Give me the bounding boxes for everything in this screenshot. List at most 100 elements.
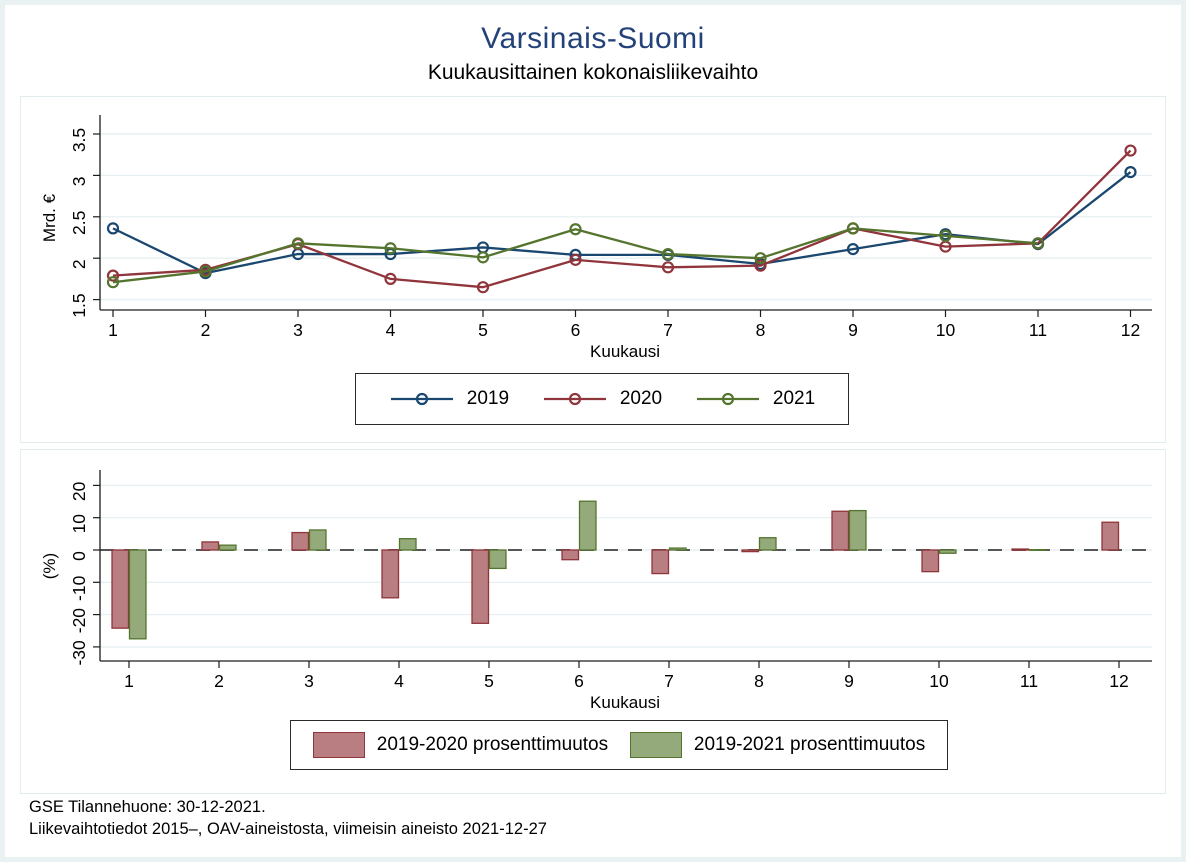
series-line-2019 [112,171,1132,275]
bar-2019-2021 prosenttimuutos-month-3 [308,529,327,551]
line-marker-sample-2020 [543,392,606,406]
y-tick-label: 10 [69,514,89,534]
bar-2019-2020 prosenttimuutos-month-8 [741,549,760,553]
data-marker-2021 [476,251,490,264]
x-tick-label: 11 [1020,671,1038,691]
footer-source-line2: Liikevaihtotiedot 2015–, OAV-aineistosta… [29,820,547,838]
y-tick-label: 3.5 [69,128,89,152]
bar-2019-2020 prosenttimuutos-month-10 [921,549,940,573]
legend-label-2021: 2021 [772,388,816,409]
data-marker-2020 [661,261,675,274]
line-chart-x-axis-label: Kuukausi [590,342,660,361]
x-tick-label: 4 [394,671,404,691]
x-tick-label: 6 [571,320,581,340]
x-tick-label: 3 [293,320,303,340]
y-tick-label: -10 [69,575,89,601]
x-tick-label: 7 [664,671,674,691]
bar-chart-x-axis-label: Kuukausi [590,693,660,712]
data-marker-2021 [106,276,120,289]
y-tick-label: 1.5 [69,293,89,317]
legend-item-2019: 2019 [389,388,509,410]
x-tick-label: 3 [304,671,314,691]
y-tick-label: 3 [69,177,89,187]
line-marker-sample-2021 [696,392,759,406]
bar-2019-2020 prosenttimuutos-month-1 [111,549,130,629]
bar-2019-2020 prosenttimuutos-month-3 [291,531,310,551]
bar-2019-2021 prosenttimuutos-month-9 [848,509,867,551]
bar-2019-2021 prosenttimuutos-month-8 [758,537,777,551]
x-tick-label: 8 [756,320,766,340]
legend-item-2019-2020-change: 2019-2020 prosenttimuutos [312,732,609,758]
x-tick-label: 4 [386,320,396,340]
legend-label-2019-2021-change: 2019-2021 prosenttimuutos [693,734,926,755]
bar-2019-2020 prosenttimuutos-month-11 [1011,548,1030,551]
x-tick-label: 5 [484,671,494,691]
bar-2019-2020 prosenttimuutos-month-7 [651,549,670,575]
data-marker-2020 [476,281,490,294]
data-marker-2021 [661,247,675,261]
data-marker-2021 [754,252,767,265]
x-tick-label: 7 [663,320,673,340]
series-line-2021 [112,227,1039,284]
bar-2019-2021 prosenttimuutos-month-1 [128,549,147,640]
bar-2019-2020 prosenttimuutos-month-12 [1101,521,1120,551]
x-tick-label: 12 [1109,671,1128,691]
x-tick-label: 1 [124,671,134,691]
y-tick-label: 0 [69,551,89,561]
chart-subtitle: Kuukausittainen kokonaisliikevaihto [427,61,759,84]
line-chart-y-axis-label: Mrd. € [40,193,59,243]
line-marker-sample-2019 [390,392,453,406]
bar-2019-2021 prosenttimuutos-month-2 [218,544,237,551]
line-chart-legend: 2019 2020 2021 [355,373,849,425]
x-tick-label: 2 [214,671,224,691]
x-tick-label: 6 [574,671,584,691]
y-tick-label: -30 [69,640,89,666]
revenue-line-chart: 1.522.533.51 2 3 4 5 6 7 8 9 10 11 12 [69,115,1152,340]
data-marker-2021 [569,223,582,236]
x-tick-label: 8 [754,671,764,691]
x-tick-label: 10 [929,671,949,691]
x-tick-label: 2 [201,320,211,340]
x-tick-label: 9 [848,320,858,340]
data-marker-2021 [939,229,952,242]
legend-label-2020: 2020 [619,388,663,409]
bar-chart-y-axis-label: (%) [40,552,59,580]
x-tick-label: 11 [1029,320,1047,340]
bar-chart-legend: 2019-2020 prosenttimuutos 2019-2021 pros… [290,720,948,770]
x-tick-label: 9 [844,671,854,691]
y-tick-label: 2.5 [69,211,89,235]
data-marker-2019 [106,222,120,235]
y-tick-label: 2 [69,259,89,269]
data-marker-2020 [106,269,120,282]
x-tick-label: 10 [936,320,956,340]
chart-title: Varsinais-Suomi [481,22,705,55]
legend-label-2019-2020-change: 2019-2020 prosenttimuutos [376,734,609,755]
bar-2019-2020 prosenttimuutos-month-5 [471,549,490,624]
legend-item-2019-2021-change: 2019-2021 prosenttimuutos [629,732,926,758]
x-tick-label: 12 [1121,320,1140,340]
y-tick-label: 20 [69,481,89,501]
data-marker-2021 [1031,237,1045,250]
data-marker-2021 [384,242,397,255]
series-line-2020 [112,149,1132,289]
legend-item-2020: 2020 [542,388,662,410]
data-marker-2019 [1124,165,1137,179]
data-marker-2020 [569,253,582,266]
data-marker-2020 [754,259,767,272]
footer-source-line1: GSE Tilannehuone: 30-12-2021. [29,798,266,816]
legend-item-2021: 2021 [695,388,815,410]
data-marker-2020 [1124,144,1137,157]
bar-2019-2020 prosenttimuutos-month-4 [381,549,400,599]
legend-label-2019: 2019 [466,388,510,409]
bar-2019-2021 prosenttimuutos-month-10 [938,549,957,554]
data-marker-2020 [384,272,397,285]
data-marker-2021 [846,222,860,235]
bar-2019-2021 prosenttimuutos-month-6 [578,500,597,551]
bar-2019-2021 prosenttimuutos-month-11 [1028,549,1047,551]
data-marker-2021 [199,265,212,278]
bar-2019-2021 prosenttimuutos-month-7 [668,547,687,551]
bar-swatch-2019-2020 [312,732,365,758]
x-tick-label: 1 [108,320,118,340]
